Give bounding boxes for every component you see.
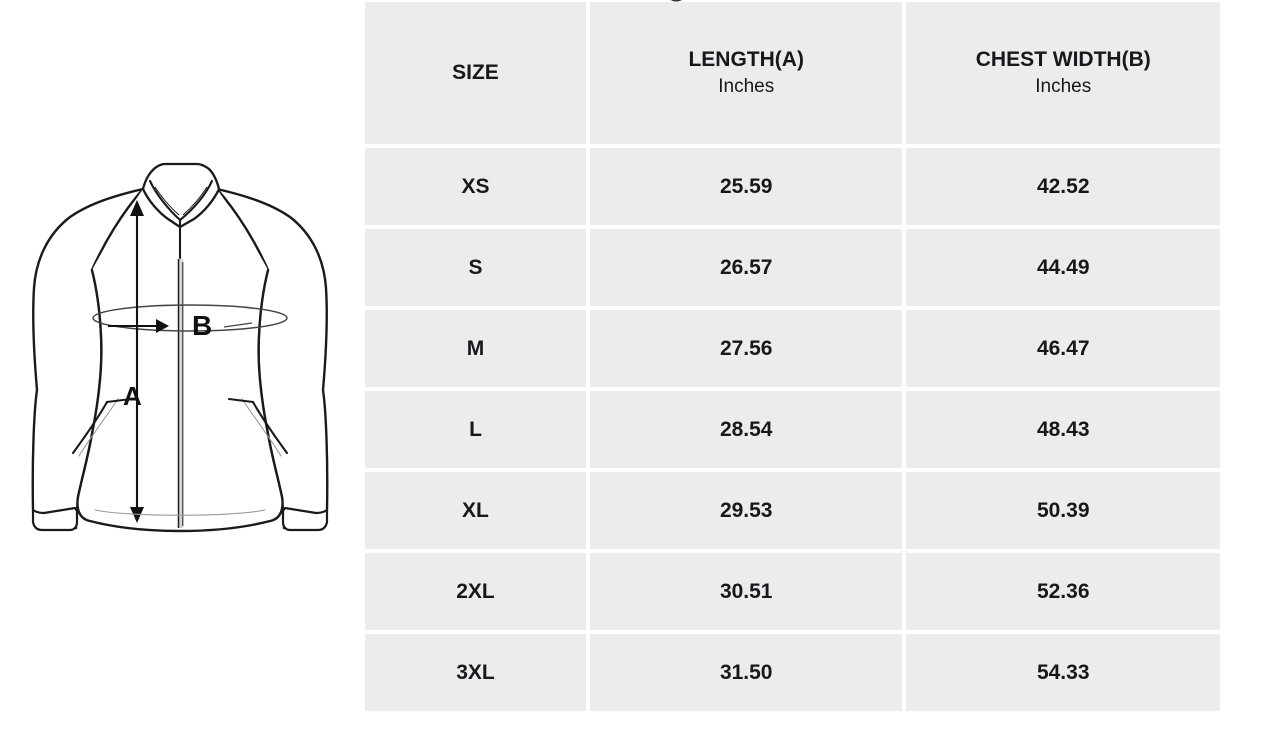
svg-text:A: A <box>123 381 142 411</box>
svg-text:B: B <box>192 310 212 341</box>
